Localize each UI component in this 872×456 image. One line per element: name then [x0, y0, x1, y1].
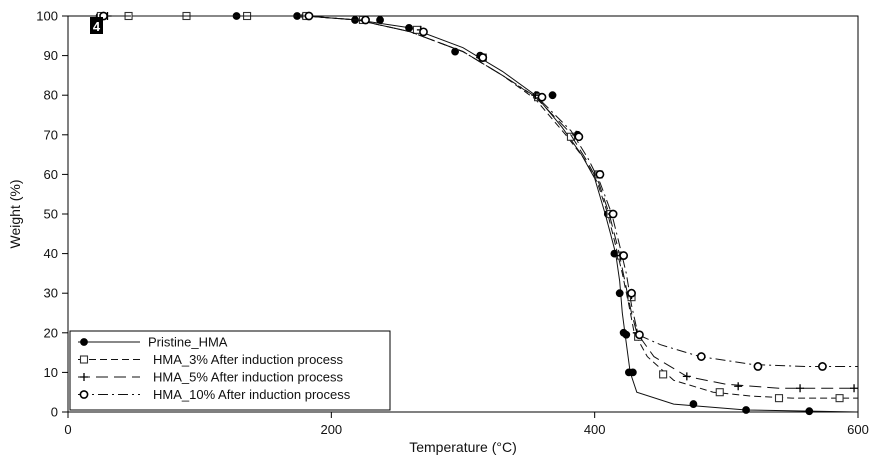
data-point: [774, 394, 784, 403]
panel-badge-label: 4: [93, 19, 101, 34]
x-tick-label: 600: [847, 422, 869, 437]
data-point: [627, 288, 636, 298]
data-point: [574, 132, 584, 142]
y-tick-label: 40: [44, 246, 58, 261]
legend-label: Pristine_HMA: [148, 335, 228, 350]
series-layer: [95, 11, 859, 416]
y-tick-label: 90: [44, 48, 58, 63]
legend-marker: [79, 355, 89, 364]
series-line: [100, 15, 858, 367]
data-point: [419, 27, 428, 37]
legend-marker: [80, 338, 88, 346]
data-point: [682, 372, 691, 381]
y-axis-title: Weight (%): [7, 180, 23, 249]
data-point: [734, 382, 743, 391]
data-point: [696, 352, 706, 361]
panel-badge-box: [90, 17, 103, 34]
y-tick-label: 60: [44, 167, 58, 182]
y-tick-label: 100: [36, 9, 58, 24]
data-point: [376, 16, 384, 24]
x-axis-title: Temperature (°C): [409, 439, 517, 455]
data-point: [742, 406, 750, 414]
data-point: [753, 362, 763, 371]
legend-label: HMA_3% After induction process: [153, 352, 344, 367]
series-line: [100, 15, 858, 389]
y-tick-label: 30: [44, 286, 58, 301]
data-point: [715, 388, 724, 397]
data-point: [537, 92, 547, 102]
data-point: [361, 15, 370, 25]
legend-box: [69, 330, 391, 411]
data-point: [622, 330, 631, 339]
x-tick-label: 400: [584, 422, 606, 437]
x-tick-label: 200: [320, 422, 342, 437]
data-point: [850, 384, 859, 393]
data-point: [796, 384, 805, 393]
data-point: [659, 370, 668, 379]
legend-marker: [80, 373, 88, 381]
y-tick-label: 70: [44, 127, 58, 142]
data-point: [304, 11, 314, 21]
data-point: [548, 91, 557, 100]
legend-label: HMA_10% After induction process: [153, 387, 351, 402]
y-tick-label: 0: [51, 405, 58, 420]
data-point: [818, 362, 827, 371]
data-point: [635, 330, 644, 340]
y-tick-label: 80: [44, 88, 58, 103]
y-tick-label: 10: [44, 365, 58, 380]
data-point: [689, 400, 698, 408]
data-point: [478, 53, 488, 62]
data-point: [628, 368, 637, 377]
data-point: [615, 289, 624, 298]
data-point: [835, 394, 844, 403]
axes: 0 10 20 30 40 50 60 70 80 90 100 0 200 400 600: [36, 9, 869, 438]
data-point: [619, 251, 629, 260]
data-point: [805, 407, 814, 416]
legend-label: HMA_5% After induction process: [153, 370, 344, 385]
legend: Pristine_HMA HMA_3% After induction proce…: [69, 330, 391, 411]
panel-badge: 4: [90, 17, 103, 34]
data-point: [405, 23, 413, 32]
y-tick-label: 50: [44, 207, 58, 222]
data-point: [608, 209, 618, 219]
y-tick-label: 20: [44, 325, 58, 340]
data-point: [595, 169, 605, 179]
legend-marker: [79, 390, 89, 399]
series-4: [99, 11, 858, 371]
x-tick-label: 0: [64, 422, 71, 437]
